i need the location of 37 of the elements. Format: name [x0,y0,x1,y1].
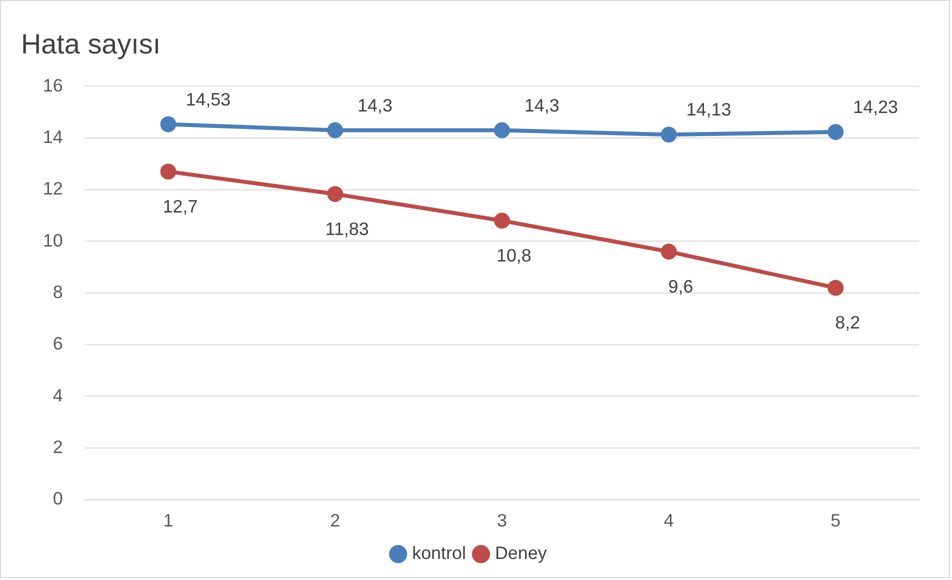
point [160,116,176,132]
x-tick-label: 1 [163,510,174,530]
data-label: 10,8 [496,245,532,266]
y-tick-label: 6 [52,334,63,354]
x-tick-label: 4 [664,510,674,530]
y-tick-label: 2 [52,436,63,457]
point [660,126,677,143]
data-label: 11,83 [325,218,369,239]
data-label: 14,3 [358,95,393,116]
point [660,244,677,260]
data-label: 8,2 [835,312,860,333]
legend-label: Deney [494,543,547,564]
x-tick-label: 5 [830,510,841,530]
y-tick-label: 4 [52,385,63,406]
point [828,124,844,140]
point [327,186,344,202]
point [160,164,176,180]
point [327,122,344,138]
chart-title: Hata sayısı [20,28,161,60]
point [828,280,844,296]
data-label: 14,13 [686,100,732,120]
x-tick-label: 3 [496,510,507,530]
x-tick-label: 2 [330,510,340,530]
data-label: 14,23 [853,97,898,118]
y-tick-label: 8 [52,282,63,302]
y-tick-label: 16 [42,75,63,96]
y-tick-label: 14 [42,126,63,147]
y-tick-label: 0 [52,488,63,509]
data-label: 9,6 [668,276,694,296]
data-label: 14,3 [524,95,560,116]
point [494,212,510,229]
y-tick-label: 12 [42,178,63,199]
data-label: 14,53 [186,89,231,110]
legend-label: kontrol [412,543,466,564]
y-tick-label: 10 [42,230,63,250]
point [494,122,510,138]
data-label: 12,7 [162,196,198,216]
